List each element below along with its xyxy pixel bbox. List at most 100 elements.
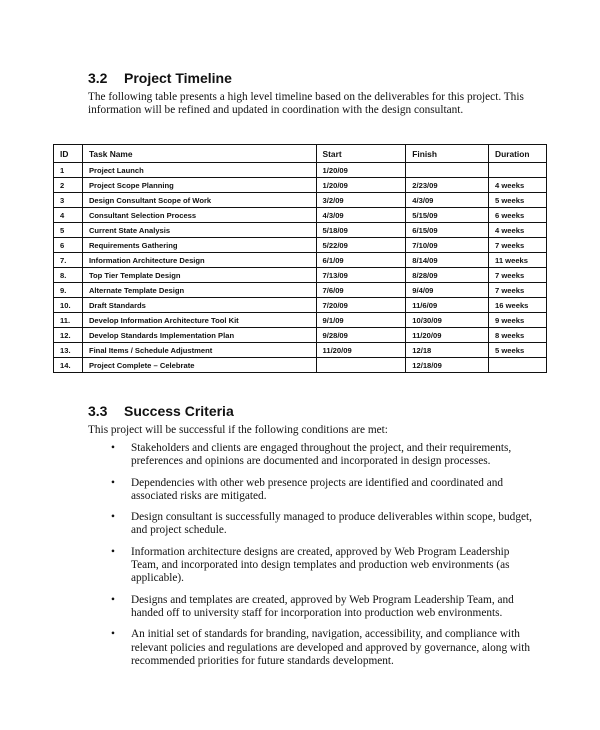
success-criteria-list: • Stakeholders and clients are engaged th… bbox=[88, 442, 538, 676]
success-intro: This project will be successful if the f… bbox=[88, 424, 388, 436]
table-cell: Draft Standards bbox=[81, 297, 317, 313]
timeline-table: ID Task Name Start Finish Duration 1 Project … bbox=[53, 144, 547, 373]
table-cell: 5 bbox=[53, 222, 83, 238]
table-cell: 5 weeks bbox=[488, 192, 547, 208]
table-cell: Top Tier Template Design bbox=[81, 267, 317, 283]
table-cell bbox=[488, 357, 547, 373]
table-row: 13. Final Items / Schedule Adjustment 11/2… bbox=[53, 342, 547, 358]
table-cell: Develop Standards Implementation Plan bbox=[81, 327, 317, 343]
section-number: 3.2 bbox=[88, 70, 108, 86]
list-item: • An initial set of standards for brandin… bbox=[88, 628, 538, 668]
section-heading-success: 3.3 Success Criteria bbox=[88, 403, 234, 419]
bullet-icon: • bbox=[111, 593, 115, 606]
section-number: 3.3 bbox=[88, 403, 108, 419]
table-cell: 4/3/09 bbox=[315, 207, 407, 223]
table-row: 9. Alternate Template Design 7/6/09 9/4/09 7… bbox=[53, 282, 547, 298]
bullet-icon: • bbox=[111, 628, 115, 641]
table-header-row: ID Task Name Start Finish Duration bbox=[53, 144, 547, 163]
table-cell: Project Scope Planning bbox=[81, 177, 317, 193]
table-cell: 7/20/09 bbox=[315, 297, 407, 313]
table-cell: 7 weeks bbox=[488, 237, 547, 253]
table-cell: 12. bbox=[53, 327, 83, 343]
table-cell: Consultant Selection Process bbox=[81, 207, 317, 223]
table-row: 1 Project Launch 1/20/09 bbox=[53, 162, 547, 178]
table-cell: 5/15/09 bbox=[405, 207, 490, 223]
table-cell: 1 bbox=[53, 162, 83, 178]
table-cell: 4 weeks bbox=[488, 222, 547, 238]
table-cell: 13. bbox=[53, 342, 83, 358]
table-cell: 7 weeks bbox=[488, 282, 547, 298]
column-header: Finish bbox=[405, 144, 490, 163]
table-cell: 4/3/09 bbox=[405, 192, 490, 208]
table-cell: 3/2/09 bbox=[315, 192, 407, 208]
table-cell: 11 weeks bbox=[488, 252, 547, 268]
bullet-icon: • bbox=[111, 545, 115, 558]
list-item: • Stakeholders and clients are engaged th… bbox=[88, 442, 538, 469]
table-cell: 14. bbox=[53, 357, 83, 373]
column-header: Task Name bbox=[81, 144, 317, 163]
list-item-text: An initial set of standards for branding… bbox=[131, 628, 531, 667]
table-row: 4 Consultant Selection Process 4/3/09 5/15/… bbox=[53, 207, 547, 223]
column-header: Duration bbox=[488, 144, 547, 163]
table-cell: 12/18 bbox=[405, 342, 490, 358]
table-cell: 9/1/09 bbox=[315, 312, 407, 328]
list-item-text: Dependencies with other web presence pro… bbox=[131, 476, 504, 502]
table-cell: Project Launch bbox=[81, 162, 317, 178]
table-cell: 2 bbox=[53, 177, 83, 193]
table-cell: 9 weeks bbox=[488, 312, 547, 328]
table-cell: Requirements Gathering bbox=[81, 237, 317, 253]
bullet-icon: • bbox=[111, 442, 115, 454]
list-item-text: Stakeholders and clients are engaged thr… bbox=[131, 442, 512, 468]
table-body: 1 Project Launch 1/20/09 2 Project Scope Pla… bbox=[53, 162, 547, 373]
table-cell: 7 weeks bbox=[488, 267, 547, 283]
timeline-intro: The following table presents a high leve… bbox=[88, 91, 524, 116]
table-cell: 7/13/09 bbox=[315, 267, 407, 283]
table-cell: 1/20/09 bbox=[315, 162, 407, 178]
table-cell: Current State Analysis bbox=[81, 222, 317, 238]
table-cell: Information Architecture Design bbox=[81, 252, 317, 268]
table-cell bbox=[405, 162, 490, 178]
table-cell: 8. bbox=[53, 267, 83, 283]
table-cell: 11. bbox=[53, 312, 83, 328]
list-item: • Designs and templates are created, appr… bbox=[88, 594, 538, 621]
table-cell: 5/18/09 bbox=[315, 222, 407, 238]
table-cell: 7. bbox=[53, 252, 83, 268]
table-cell: 2/23/09 bbox=[405, 177, 490, 193]
table-cell: 12/18/09 bbox=[405, 357, 490, 373]
table-row: 12. Develop Standards Implementation Plan… bbox=[53, 327, 547, 343]
table-cell: 6/15/09 bbox=[405, 222, 490, 238]
table-cell: 7/10/09 bbox=[405, 237, 490, 253]
table-cell: 4 bbox=[53, 207, 83, 223]
table-row: 2 Project Scope Planning 1/20/09 2/23/09 4 w… bbox=[53, 177, 547, 193]
table-cell: 6/1/09 bbox=[315, 252, 407, 268]
table-cell: 10. bbox=[53, 297, 83, 313]
table-cell: Alternate Template Design bbox=[81, 282, 317, 298]
table-cell: Final Items / Schedule Adjustment bbox=[81, 342, 317, 358]
table-cell: Design Consultant Scope of Work bbox=[81, 192, 317, 208]
table-row: 7. Information Architecture Design 6/1/09 8… bbox=[53, 252, 547, 268]
table-cell: 16 weeks bbox=[488, 297, 547, 313]
list-item: • Dependencies with other web presence pr… bbox=[88, 477, 538, 504]
table-row: 3 Design Consultant Scope of Work 3/2/09 4/… bbox=[53, 192, 547, 208]
list-item: • Design consultant is successfully manag… bbox=[88, 511, 538, 538]
table-cell: 9. bbox=[53, 282, 83, 298]
bullet-icon: • bbox=[111, 511, 115, 524]
list-item: • Information architecture designs are cr… bbox=[88, 546, 538, 586]
column-header: ID bbox=[53, 144, 83, 163]
table-cell: 9/4/09 bbox=[405, 282, 490, 298]
table-cell: 3 bbox=[53, 192, 83, 208]
table-row: 10. Draft Standards 7/20/09 11/6/09 16 weeks bbox=[53, 297, 547, 313]
table-cell: 1/20/09 bbox=[315, 177, 407, 193]
section-title: Project Timeline bbox=[124, 70, 232, 86]
table-cell bbox=[488, 162, 547, 178]
column-header: Start bbox=[315, 144, 407, 163]
section-title: Success Criteria bbox=[124, 403, 234, 419]
table-cell: 5 weeks bbox=[488, 342, 547, 358]
table-row: 5 Current State Analysis 5/18/09 6/15/09 4 w… bbox=[53, 222, 547, 238]
table-cell: 8/14/09 bbox=[405, 252, 490, 268]
table-cell: 10/30/09 bbox=[405, 312, 490, 328]
table-cell: 6 bbox=[53, 237, 83, 253]
list-item-text: Design consultant is successfully manage… bbox=[131, 511, 532, 537]
table-cell: 7/6/09 bbox=[315, 282, 407, 298]
list-item-text: Designs and templates are created, appro… bbox=[131, 593, 514, 619]
